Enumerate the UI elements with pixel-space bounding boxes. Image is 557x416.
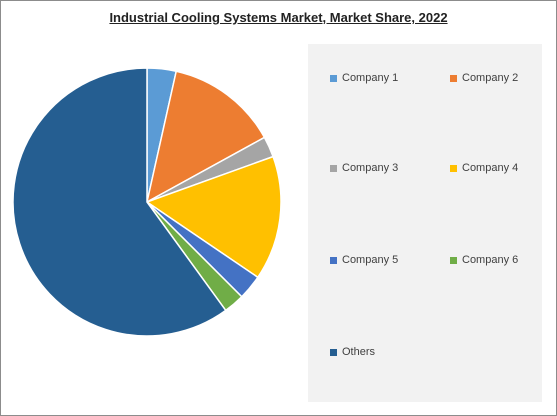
legend-swatch <box>330 348 337 356</box>
legend-swatch <box>450 74 457 82</box>
legend-swatch <box>330 74 337 82</box>
pie-slice-company-4 <box>145 155 282 279</box>
legend-swatch <box>330 256 337 264</box>
legend-label: Others <box>342 346 376 358</box>
pie-slice-company-2 <box>145 70 266 204</box>
legend-item-company-5: Company 5 <box>330 254 398 266</box>
legend-label: Company 1 <box>342 72 399 84</box>
legend-label: Company 2 <box>462 72 519 84</box>
legend-label: Company 4 <box>462 162 519 174</box>
chart-title: Industrial Cooling Systems Market, Marke… <box>109 10 448 25</box>
legend-label: Company 6 <box>462 254 519 266</box>
pie-slice-others <box>12 67 227 337</box>
legend-item-company-2: Company 2 <box>450 72 518 84</box>
legend-label: Company 5 <box>342 254 399 266</box>
legend-item-company-3: Company 3 <box>330 162 398 174</box>
legend-swatch <box>450 256 457 264</box>
legend-swatch <box>450 164 457 172</box>
legend-item-company-4: Company 4 <box>450 162 518 174</box>
legend-swatch <box>330 164 337 172</box>
legend: Company 1 Company 2 Company 3 Company 4 Comp… <box>308 44 542 402</box>
legend-item-company-6: Company 6 <box>450 254 518 266</box>
legend-item-company-1: Company 1 <box>330 72 398 84</box>
legend-label: Company 3 <box>342 162 399 174</box>
legend-item-others: Others <box>330 346 375 358</box>
